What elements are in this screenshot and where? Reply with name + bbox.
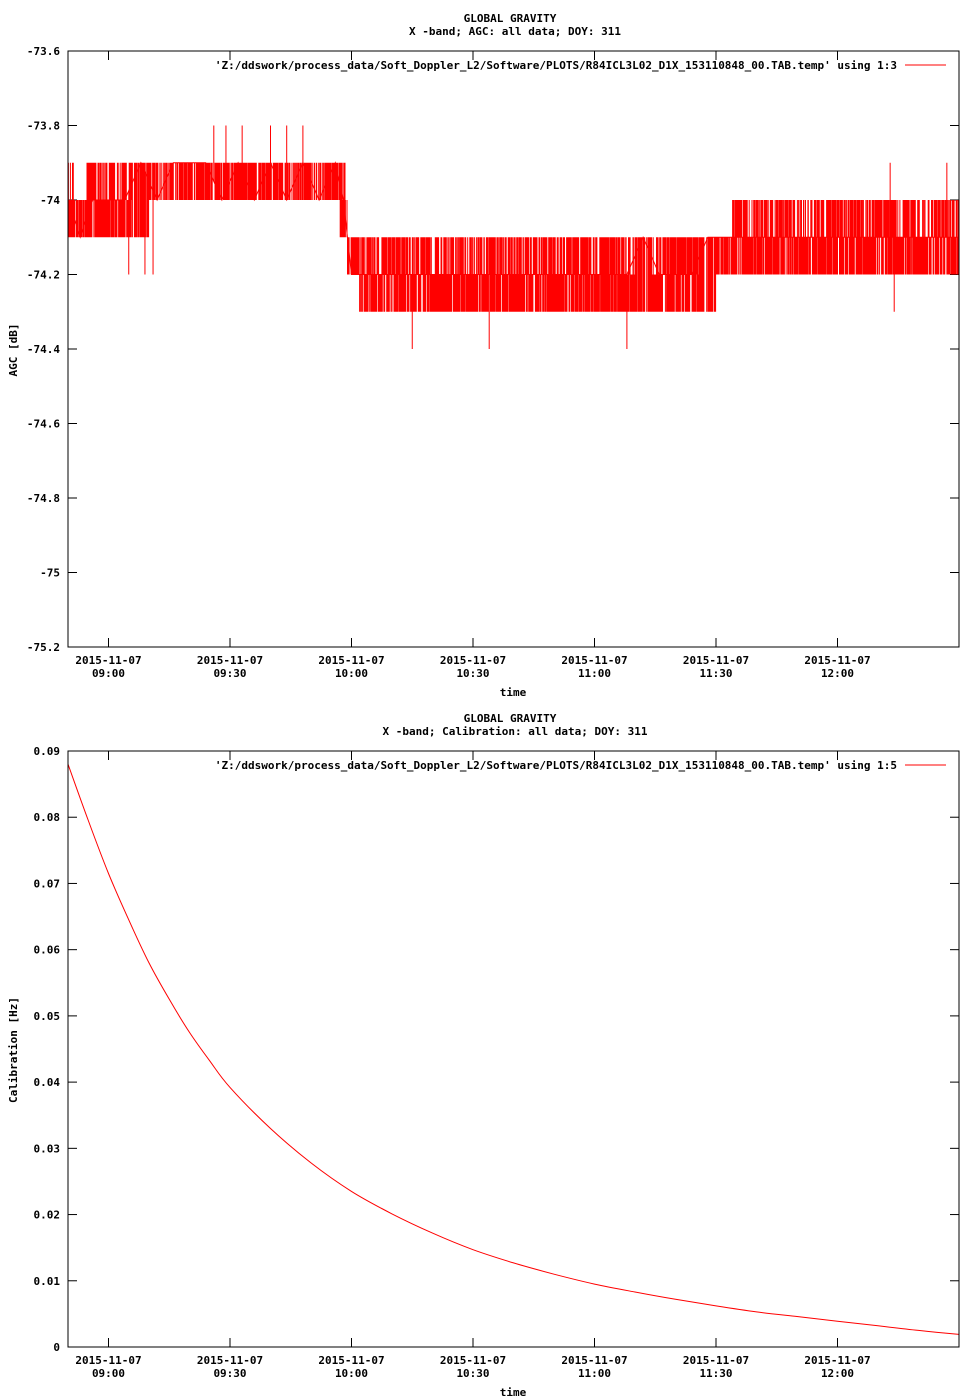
chart-agc-legend: 'Z:/ddswork/process_data/Soft_Doppler_L2… [215,59,946,72]
x-tick-date-label: 2015-11-07 [75,654,141,667]
y-tick-label: -74.8 [27,492,60,505]
x-tick-date-label: 2015-11-07 [683,654,749,667]
x-tick-time-label: 09:00 [92,1367,125,1380]
x-tick-date-label: 2015-11-07 [318,1354,384,1367]
y-tick-label: -74.4 [27,343,60,356]
chart-agc-ticks [68,50,959,648]
chart-agc: GLOBAL GRAVITY X -band; AGC: all data; D… [7,12,960,699]
chart-calibration-y-tick-labels: 0.09 0.08 0.07 0.06 0.05 0.04 0.03 0.02 0.01 0 [34,745,61,1354]
y-tick-label: -74.6 [27,418,60,431]
chart-calibration-legend: 'Z:/ddswork/process_data/Soft_Doppler_L2… [215,759,946,772]
x-tick-date-label: 2015-11-07 [75,1354,141,1367]
y-tick-label: 0 [53,1341,60,1354]
chart-calibration-subtitle: X -band; Calibration: all data; DOY: 311 [383,725,648,738]
y-tick-label: 0.05 [34,1010,61,1023]
x-tick-date-label: 2015-11-07 [683,1354,749,1367]
x-tick-date-label: 2015-11-07 [804,1354,870,1367]
x-tick-time-label: 11:30 [699,1367,732,1380]
chart-agc-title: GLOBAL GRAVITY [464,12,557,25]
chart-calibration-frame [67,750,960,1348]
chart-agc-series [68,125,959,349]
chart-agc-xlabel: time [500,686,527,699]
chart-agc-x-tick-labels: 2015-11-0709:002015-11-0709:302015-11-07… [75,654,870,680]
y-tick-label: -74.2 [27,269,60,282]
x-tick-time-label: 12:00 [821,667,854,680]
y-tick-label: -75.2 [27,641,60,654]
x-tick-date-label: 2015-11-07 [804,654,870,667]
chart-calibration-xlabel: time [500,1386,527,1399]
x-tick-time-label: 11:00 [578,1367,611,1380]
chart-calibration-legend-label: 'Z:/ddswork/process_data/Soft_Doppler_L2… [215,759,897,772]
chart-agc-ylabel: AGC [dB] [7,324,20,377]
x-tick-time-label: 09:30 [213,1367,246,1380]
x-tick-time-label: 09:00 [92,667,125,680]
x-tick-time-label: 10:30 [456,667,489,680]
chart-calibration-x-tick-labels: 2015-11-0709:002015-11-0709:302015-11-07… [75,1354,870,1380]
x-tick-date-label: 2015-11-07 [197,654,263,667]
y-tick-label: 0.02 [34,1209,61,1222]
y-tick-label: 0.07 [34,877,61,890]
y-tick-label: 0.01 [34,1275,61,1288]
series-0-line [68,764,959,1335]
x-tick-date-label: 2015-11-07 [561,1354,627,1367]
y-tick-label: -75 [40,567,60,580]
chart-calibration-ylabel: Calibration [Hz] [7,997,20,1103]
y-tick-label: -73.8 [27,120,60,133]
chart-agc-frame [67,50,960,648]
x-tick-time-label: 10:00 [335,667,368,680]
x-tick-date-label: 2015-11-07 [561,654,627,667]
y-tick-label: 0.03 [34,1142,61,1155]
chart-calibration-title: GLOBAL GRAVITY [464,712,557,725]
chart-calibration: GLOBAL GRAVITY X -band; Calibration: all… [7,712,960,1399]
chart-calibration-plot [67,750,960,1348]
y-tick-label: 0.08 [34,811,61,824]
x-tick-date-label: 2015-11-07 [440,654,506,667]
x-tick-date-label: 2015-11-07 [440,1354,506,1367]
y-tick-label: -73.6 [27,45,60,58]
x-tick-time-label: 12:00 [821,1367,854,1380]
x-tick-time-label: 10:30 [456,1367,489,1380]
x-tick-time-label: 11:30 [699,667,732,680]
y-tick-label: -74 [40,194,60,207]
y-tick-label: 0.09 [34,745,61,758]
chart-agc-legend-label: 'Z:/ddswork/process_data/Soft_Doppler_L2… [215,59,897,72]
series-0-line [68,161,959,275]
x-tick-date-label: 2015-11-07 [318,654,384,667]
chart-agc-subtitle: X -band; AGC: all data; DOY: 311 [409,25,621,38]
chart-agc-plot [67,50,960,648]
x-tick-time-label: 09:30 [213,667,246,680]
x-tick-time-label: 11:00 [578,667,611,680]
x-tick-time-label: 10:00 [335,1367,368,1380]
x-tick-date-label: 2015-11-07 [197,1354,263,1367]
chart-agc-y-tick-labels: -73.6 -73.8 -74 -74.2 -74.4 -74.6 -74.8 -75 -75.… [27,45,60,654]
chart-calibration-series [68,764,959,1335]
y-tick-label: 0.04 [34,1076,61,1089]
y-tick-label: 0.06 [34,944,61,957]
